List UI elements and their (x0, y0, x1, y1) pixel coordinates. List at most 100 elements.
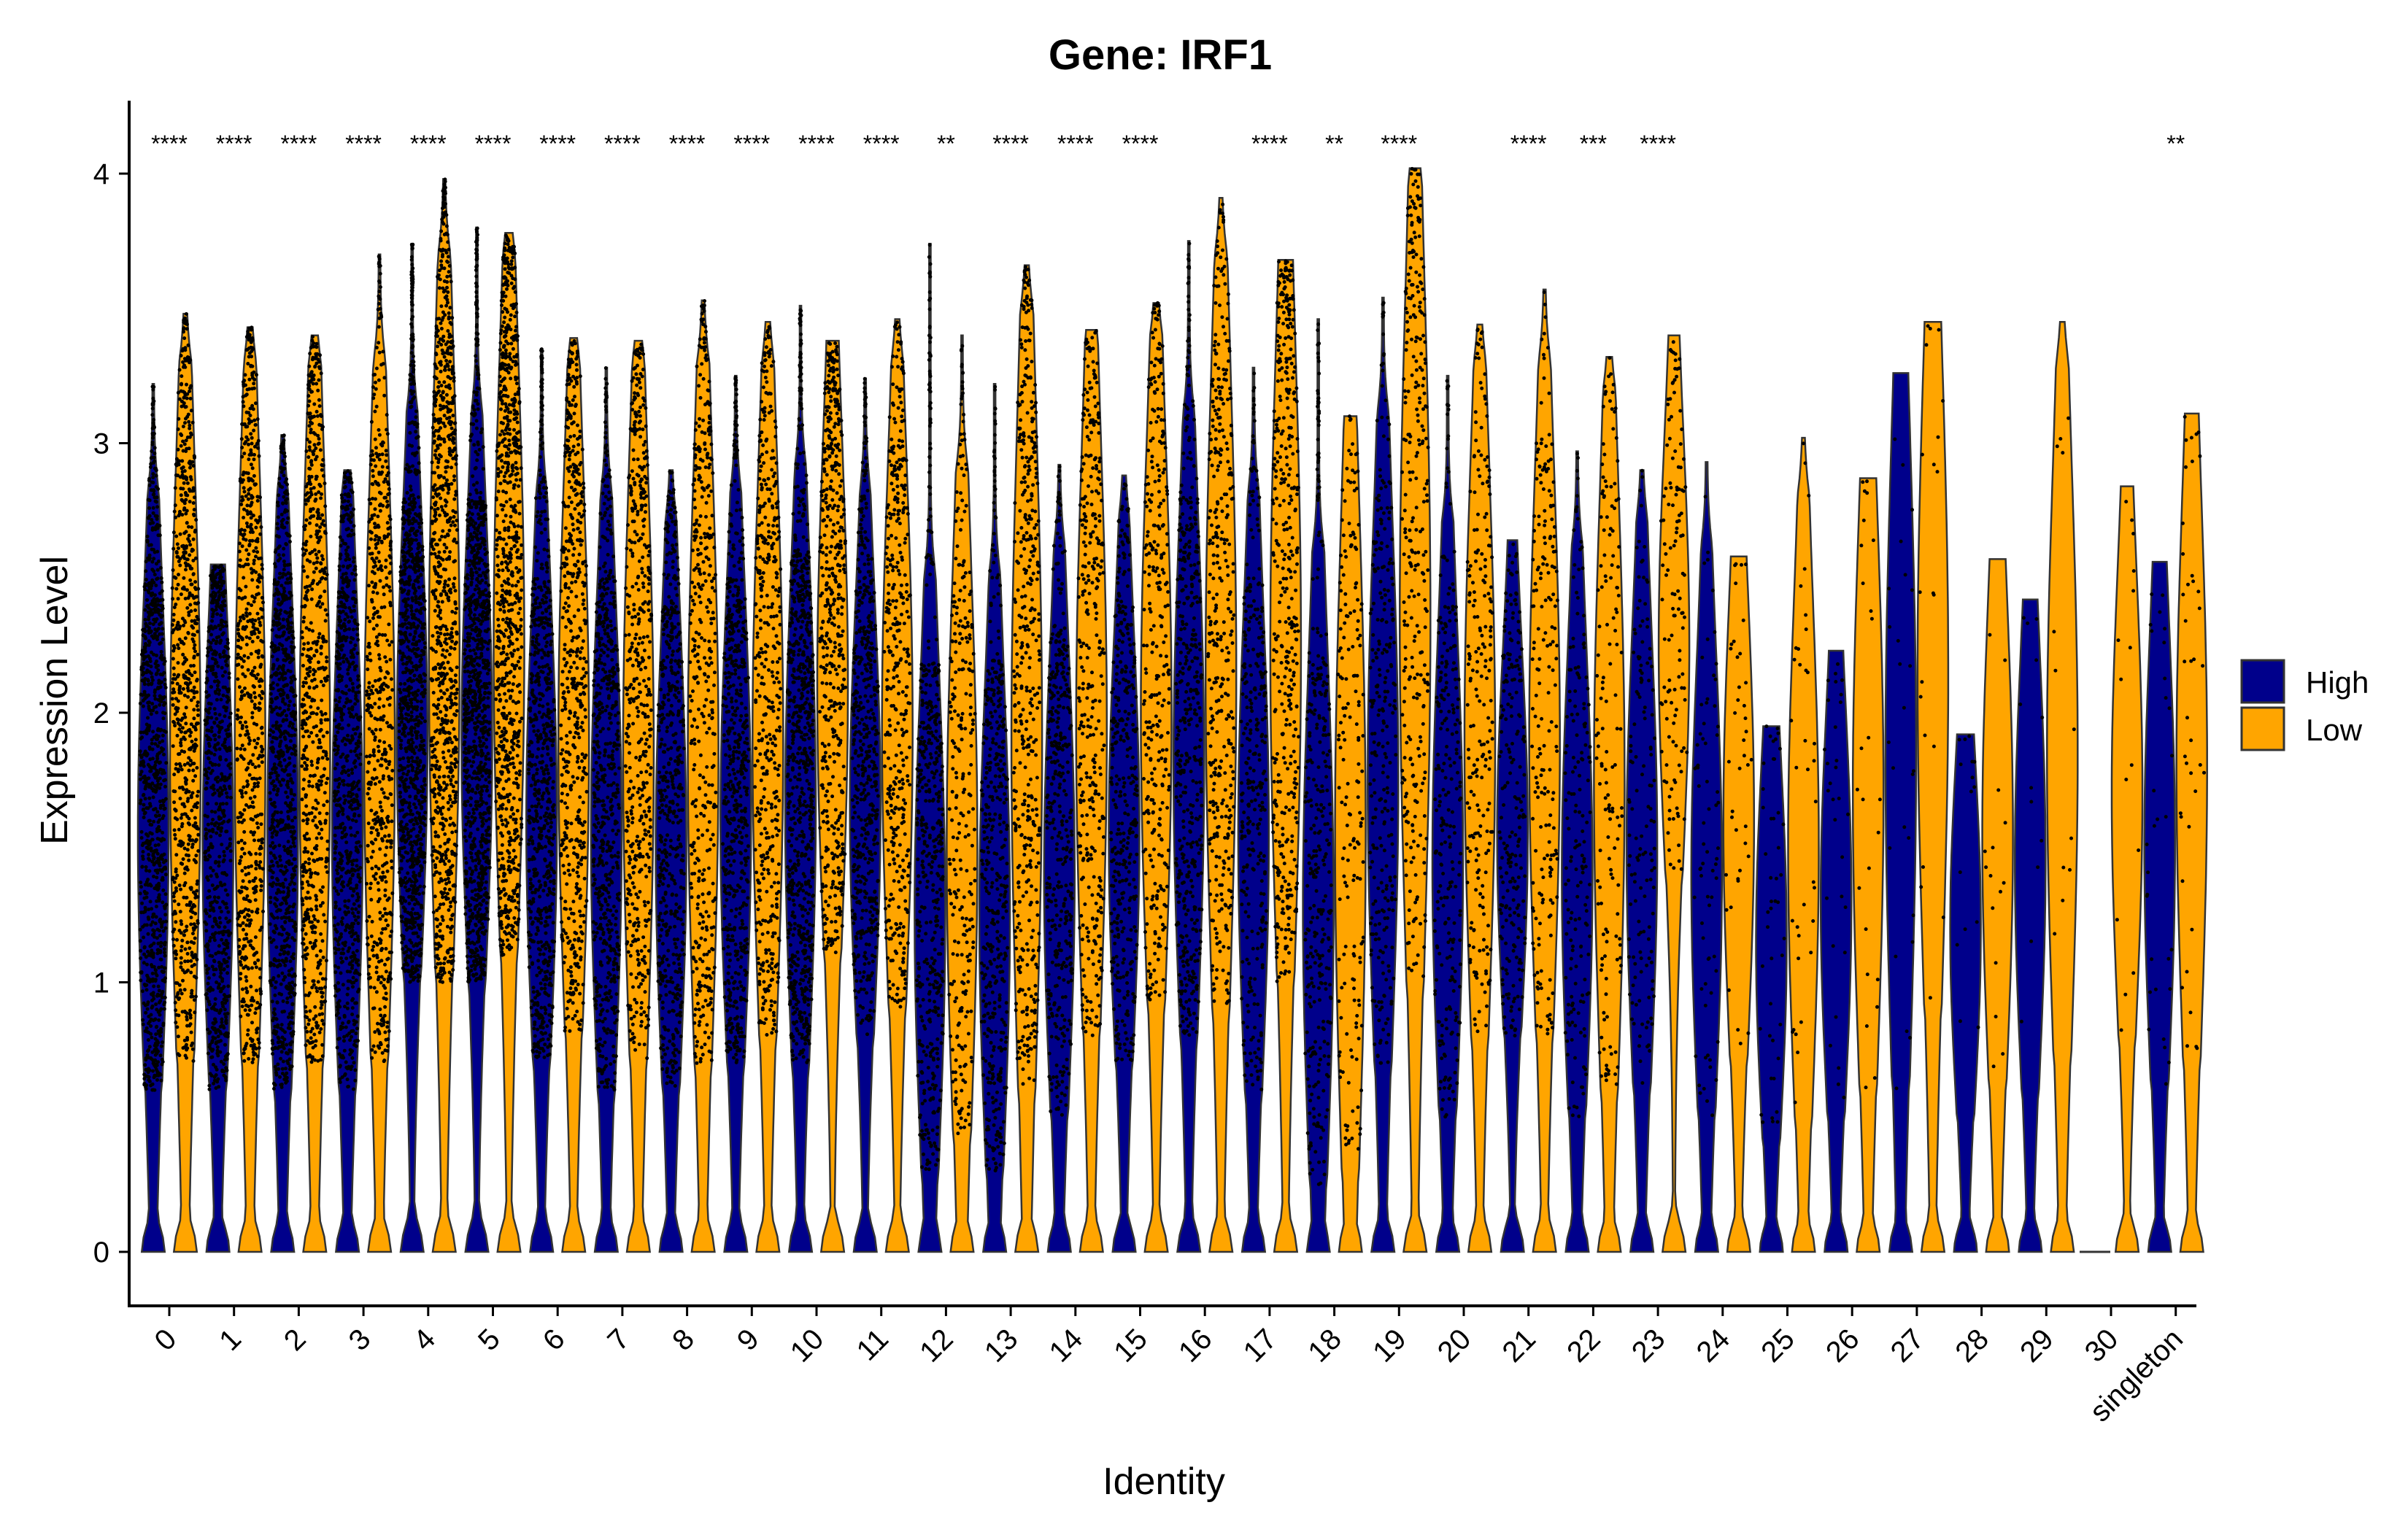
violin-low-23 (1657, 334, 1691, 1253)
violin-high-29 (2014, 598, 2047, 1253)
x-tick-label-25: 25 (1755, 1323, 1801, 1369)
points-high-25 (1758, 724, 1786, 1124)
significance-3: **** (345, 131, 382, 157)
violin-low-28 (1981, 558, 2014, 1253)
points-low-17 (1270, 259, 1301, 983)
points-high-15 (1109, 482, 1139, 1062)
significance-1: **** (216, 131, 252, 157)
points-low-8 (688, 299, 718, 1065)
legend: High Low (2240, 659, 2369, 751)
legend-label-high: High (2306, 665, 2369, 700)
significance-23: **** (1640, 131, 1676, 157)
violin-high-23 (1625, 469, 1659, 1253)
violin-low-24 (1722, 555, 1756, 1253)
points-high-13 (979, 384, 1010, 1173)
points-low-6 (559, 339, 589, 1033)
points-high-17 (1239, 371, 1268, 1091)
points-low-11 (882, 320, 912, 1009)
points-low-0 (170, 312, 201, 1063)
points-high-20 (1432, 379, 1463, 1119)
x-tick-label-15: 15 (1108, 1323, 1154, 1369)
x-tick-label-29: 29 (2014, 1323, 2060, 1369)
points-high-23 (1626, 468, 1656, 1085)
significance-0: **** (151, 131, 188, 157)
violin-high-20 (1431, 374, 1465, 1253)
points-high-7 (591, 366, 622, 1092)
points-low-29 (2052, 416, 2076, 936)
violin-low-12 (946, 334, 979, 1253)
points-high-18 (1303, 322, 1333, 1186)
significance-7: **** (604, 131, 641, 157)
x-tick-label-20: 20 (1432, 1323, 1478, 1369)
violin-low-5 (493, 232, 525, 1253)
significance-4: **** (410, 131, 447, 157)
points-high-0 (138, 384, 169, 1092)
x-tick-label-22: 22 (1561, 1323, 1607, 1369)
points-high-4 (397, 242, 428, 984)
points-low-14 (1076, 329, 1106, 1037)
violin-low-26 (1851, 477, 1885, 1253)
significance-12: ** (937, 131, 955, 157)
violin-high-27 (1884, 372, 1918, 1253)
points-low-3 (365, 254, 395, 1064)
significance-9: **** (733, 131, 770, 157)
points-high-28 (1955, 734, 1980, 1029)
x-tick-label-1: 1 (213, 1323, 247, 1357)
points-low-22 (1594, 356, 1624, 1086)
x-tick-label-11: 11 (851, 1323, 895, 1366)
violin-high-21 (1496, 539, 1529, 1253)
x-tick-label-26: 26 (1820, 1323, 1866, 1369)
violin-low-7 (622, 339, 655, 1253)
x-tick-label-18: 18 (1302, 1323, 1348, 1369)
points-high-5 (462, 226, 492, 984)
y-tick-label-1: 1 (93, 967, 109, 999)
points-low-13 (1011, 265, 1042, 1086)
violin-low-11 (881, 318, 914, 1253)
x-tick-label-10: 10 (784, 1323, 830, 1369)
legend-label-low: Low (2306, 713, 2363, 747)
significance-18: ** (1325, 131, 1343, 157)
violin-high-18 (1302, 318, 1335, 1253)
significance-10: **** (798, 131, 835, 157)
violin-high-24 (1690, 461, 1724, 1253)
x-tick-label-28: 28 (1949, 1323, 1995, 1369)
significance-8: **** (669, 131, 706, 157)
points-high-14 (1044, 465, 1074, 1117)
y-axis-title: Expression Level (34, 556, 76, 845)
points-high-3 (332, 469, 363, 1091)
x-tick-label-8: 8 (666, 1323, 701, 1357)
violin-low-3 (363, 253, 396, 1253)
x-tick-label-19: 19 (1367, 1323, 1413, 1369)
y-tick-label-4: 4 (93, 158, 109, 190)
x-tick-label-5: 5 (472, 1323, 506, 1357)
x-tick-label-23: 23 (1626, 1323, 1672, 1369)
x-tick-label-30: 30 (2079, 1323, 2125, 1369)
x-tick-label-12: 12 (914, 1323, 960, 1369)
x-axis-title: Identity (1103, 1461, 1225, 1503)
y-ticks: 0 1 2 3 4 (93, 158, 129, 1269)
points-high-16 (1174, 241, 1204, 1037)
violin-high-28 (1949, 733, 1982, 1253)
x-tick-label-21: 21 (1496, 1323, 1542, 1369)
chart-title: Gene: IRF1 (1049, 31, 1272, 79)
points-low-19 (1400, 166, 1430, 978)
violin-high-22 (1561, 450, 1594, 1253)
x-tick-label-3: 3 (343, 1323, 377, 1357)
points-low-9 (753, 325, 783, 1037)
points-high-24 (1692, 495, 1721, 1118)
x-tick-label-17: 17 (1238, 1323, 1284, 1369)
violin-low-25 (1787, 436, 1820, 1253)
significance-labels: **** **** **** **** **** **** **** **** **** ****… (151, 131, 2185, 157)
points-high-29 (2018, 616, 2045, 1024)
significance-2: **** (280, 131, 317, 157)
points-high-6 (527, 347, 557, 1059)
points-high-26 (1823, 662, 1850, 1099)
points-low-1 (235, 325, 265, 1064)
x-tick-label-27: 27 (1885, 1323, 1931, 1369)
y-tick-label-2: 2 (93, 697, 109, 730)
violin-low-30 (2110, 485, 2144, 1253)
violin-high-19 (1367, 296, 1400, 1253)
points-high-19 (1368, 301, 1398, 1065)
points-high-8 (656, 469, 686, 1088)
